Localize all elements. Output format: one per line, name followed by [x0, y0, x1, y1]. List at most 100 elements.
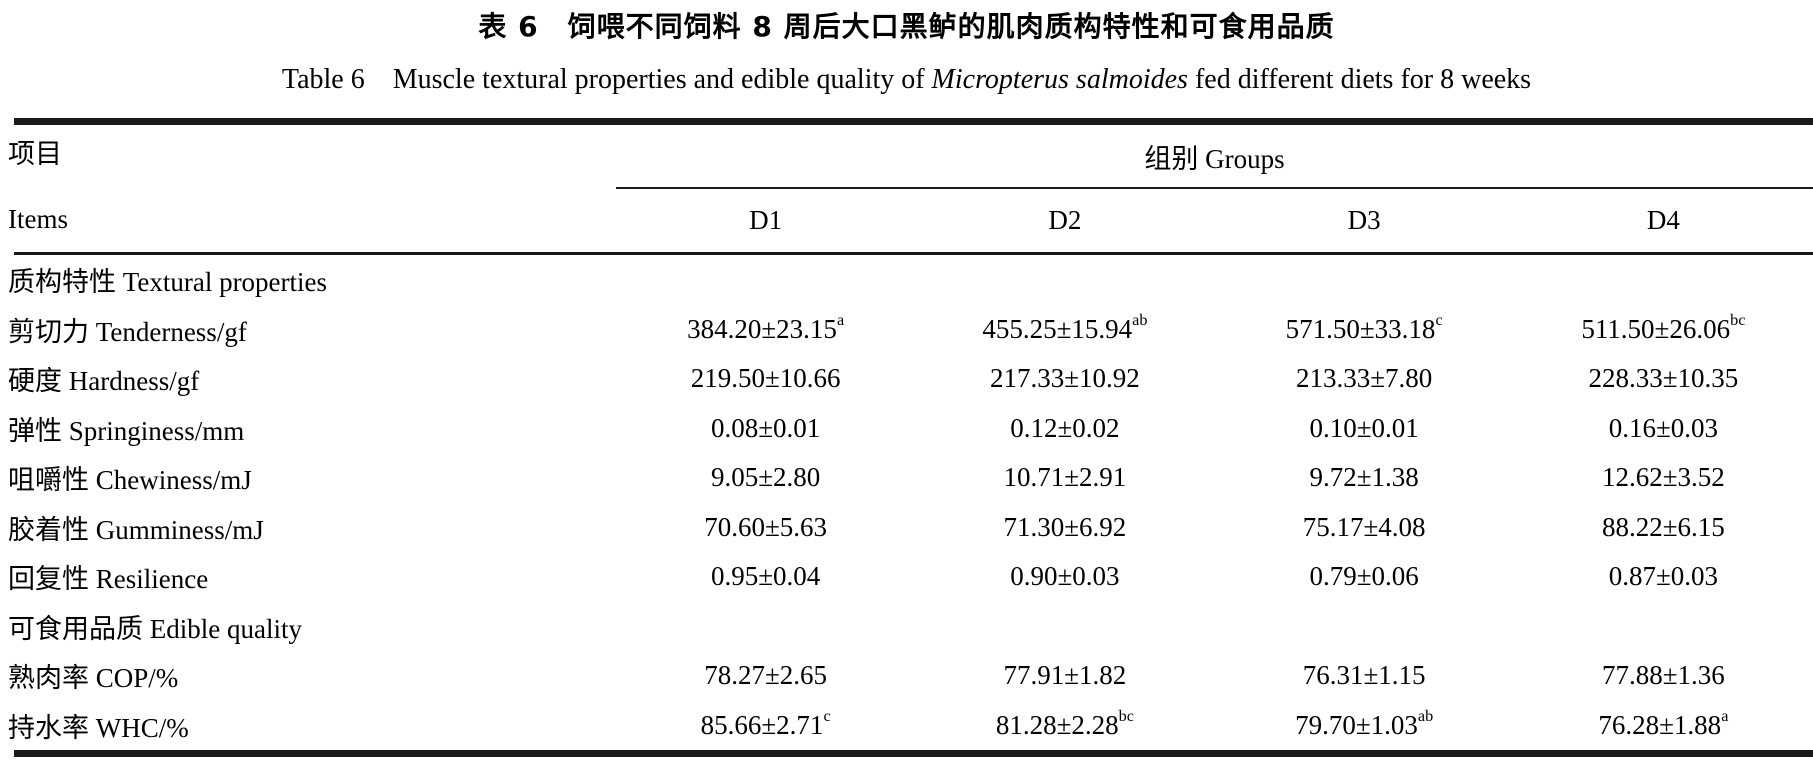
value-cell: 77.88±1.36	[1514, 660, 1813, 691]
value-text: 70.60±5.63	[704, 511, 828, 542]
value-text: 0.10±0.01	[1309, 412, 1419, 443]
group-columns-row: D1 D2 D3 D4	[616, 189, 1813, 252]
data-table: 项目 Items 组别 Groups D1 D2 D3 D4 质构特性 Textura…	[0, 118, 1813, 757]
value-text: 228.33±10.35	[1588, 363, 1739, 394]
value-text: 217.33±10.92	[989, 363, 1140, 394]
table-row: 回复性 Resilience 0.95±0.04 0.90±0.03 0.79±0.0…	[0, 552, 1813, 602]
table-body: 质构特性 Textural properties 剪切力 Tenderness/g…	[0, 255, 1813, 750]
section-row: 可食用品质 Edible quality	[0, 602, 1813, 652]
value-cell: 511.50±26.06bc	[1514, 312, 1813, 345]
value-text: 0.16±0.03	[1608, 412, 1719, 443]
table-row: 硬度 Hardness/gf 219.50±10.66 217.33±10.92 21…	[0, 354, 1813, 404]
value-cell: 384.20±23.15a	[616, 311, 915, 345]
significance-superscript: a	[1721, 707, 1729, 726]
value-cell: 0.79±0.06	[1215, 561, 1514, 592]
significance-superscript: a	[836, 311, 845, 330]
top-rule	[14, 118, 1813, 125]
value-text: 9.05±2.80	[710, 462, 821, 493]
value-text: 0.95±0.04	[710, 561, 821, 592]
value-cell: 12.62±3.52	[1514, 462, 1813, 493]
significance-superscript: ab	[1132, 311, 1148, 330]
value-cell: 0.12±0.02	[915, 413, 1214, 444]
value-cell: 76.31±1.15	[1215, 660, 1514, 691]
value-text: 0.90±0.03	[1010, 561, 1120, 592]
value-text: 71.30±6.92	[1003, 511, 1127, 542]
groups-header-cell: 组别 Groups D1 D2 D3 D4	[616, 125, 1813, 252]
value-cell: 213.33±7.80	[1215, 363, 1514, 394]
section-row: 质构特性 Textural properties	[0, 255, 1813, 305]
value-cell: 81.28±2.28bc	[915, 707, 1214, 741]
value-cell: 228.33±10.35	[1514, 363, 1813, 394]
items-header-cell: 项目 Items	[0, 125, 616, 252]
value-text: 78.27±2.65	[704, 660, 828, 691]
value-text: 77.88±1.36	[1601, 660, 1725, 691]
value-cell: 217.33±10.92	[915, 363, 1214, 394]
groups-header-label: 组别 Groups	[1144, 143, 1285, 174]
table-title-en-prefix: Table 6 Muscle textural properties and e…	[281, 64, 932, 95]
value-cell: 9.72±1.38	[1215, 462, 1514, 493]
value-text: 76.28±1.88	[1598, 709, 1722, 740]
value-text: 9.72±1.38	[1309, 462, 1419, 493]
row-label: 剪切力 Tenderness/gf	[8, 316, 247, 347]
value-text: 85.66±2.71	[700, 709, 824, 740]
significance-superscript: bc	[1118, 707, 1134, 726]
value-text: 12.62±3.52	[1601, 462, 1725, 493]
value-text: 76.31±1.15	[1302, 660, 1426, 691]
value-text: 0.08±0.01	[710, 412, 821, 443]
table-row: 熟肉率 COP/% 78.27±2.65 77.91±1.82 76.31±1.15 7…	[0, 651, 1813, 701]
significance-superscript: c	[1435, 311, 1443, 330]
table-row: 持水率 WHC/% 85.66±2.71c 81.28±2.28bc 79.70±1.…	[0, 701, 1813, 751]
value-text: 10.71±2.91	[1003, 462, 1127, 493]
table-row: 胶着性 Gumminess/mJ 70.60±5.63 71.30±6.92 75.1…	[0, 503, 1813, 553]
value-cell: 10.71±2.91	[915, 462, 1214, 493]
row-label: 咀嚼性 Chewiness/mJ	[8, 465, 252, 496]
significance-superscript: ab	[1417, 707, 1434, 726]
table-title-zh: 表 6 饲喂不同饲料 8 周后大口黑鲈的肌肉质构特性和可食用品质	[478, 10, 1335, 43]
significance-superscript: c	[823, 707, 831, 726]
value-text: 0.87±0.03	[1608, 561, 1719, 592]
value-cell: 455.25±15.94ab	[915, 311, 1214, 345]
value-text: 511.50±26.06	[1581, 313, 1731, 344]
row-label: 胶着性 Gumminess/mJ	[8, 514, 264, 545]
table-row: 咀嚼性 Chewiness/mJ 9.05±2.80 10.71±2.91 9.72±…	[0, 453, 1813, 503]
value-text: 219.50±10.66	[690, 363, 841, 394]
row-label: 可食用品质 Edible quality	[8, 613, 302, 644]
group-column-header: D2	[1048, 205, 1082, 235]
group-column-header: D1	[749, 205, 783, 235]
value-cell: 0.16±0.03	[1514, 413, 1813, 444]
row-label: 持水率 WHC/%	[8, 712, 189, 743]
value-cell: 0.90±0.03	[915, 561, 1214, 592]
table-row: 剪切力 Tenderness/gf 384.20±23.15a 455.25±15.…	[0, 305, 1813, 355]
value-cell: 70.60±5.63	[616, 512, 915, 543]
value-text: 88.22±6.15	[1601, 511, 1725, 542]
value-text: 77.91±1.82	[1003, 660, 1127, 691]
value-cell: 78.27±2.65	[616, 660, 915, 691]
value-text: 384.20±23.15	[687, 313, 837, 344]
value-cell: 0.95±0.04	[616, 561, 915, 592]
row-label: 回复性 Resilience	[8, 564, 209, 595]
species-name-italic: Micropterus salmoides	[931, 64, 1188, 95]
value-cell: 71.30±6.92	[915, 512, 1214, 543]
value-cell: 88.22±6.15	[1514, 512, 1813, 543]
table-row: 弹性 Springiness/mm 0.08±0.01 0.12±0.02 0.10±…	[0, 404, 1813, 454]
value-text: 213.33±7.80	[1295, 363, 1433, 394]
value-cell: 9.05±2.80	[616, 462, 915, 493]
bottom-rule	[14, 750, 1813, 757]
items-header-zh: 项目	[8, 139, 62, 169]
value-cell: 77.91±1.82	[915, 660, 1214, 691]
value-cell: 0.08±0.01	[616, 413, 915, 444]
value-text: 0.12±0.02	[1010, 412, 1120, 443]
row-label: 熟肉率 COP/%	[8, 663, 179, 694]
items-header-en: Items	[8, 204, 68, 234]
row-label: 硬度 Hardness/gf	[8, 366, 200, 397]
group-column-header: D4	[1646, 205, 1680, 235]
value-cell: 0.87±0.03	[1514, 561, 1813, 592]
value-cell: 75.17±4.08	[1215, 512, 1514, 543]
value-cell: 85.66±2.71c	[616, 707, 915, 741]
value-cell: 571.50±33.18c	[1215, 311, 1514, 345]
value-text: 0.79±0.06	[1309, 561, 1419, 592]
value-cell: 79.70±1.03ab	[1215, 707, 1514, 741]
value-text: 455.25±15.94	[982, 313, 1133, 344]
row-label: 弹性 Springiness/mm	[8, 415, 245, 446]
